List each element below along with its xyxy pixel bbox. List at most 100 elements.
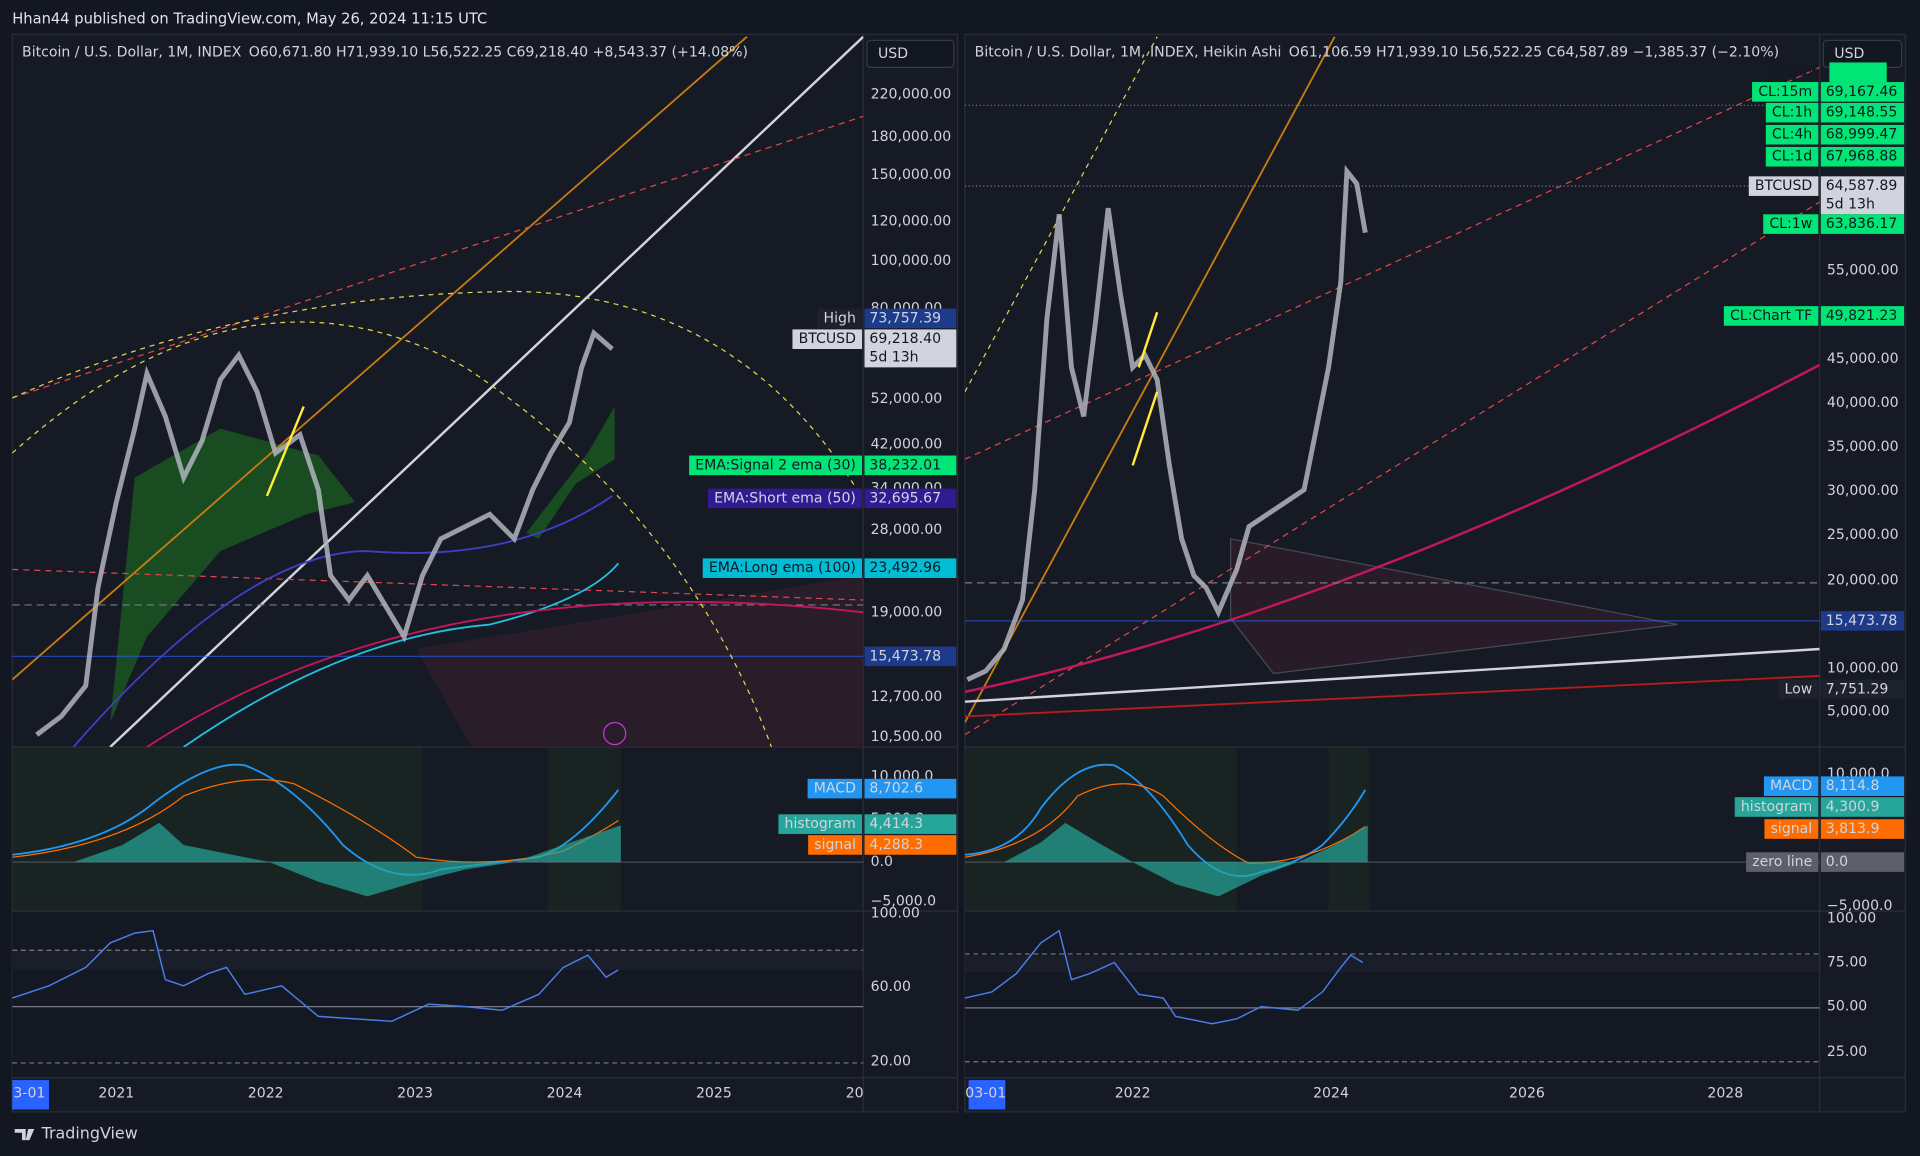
curve <box>964 363 1820 694</box>
cloud <box>110 428 356 723</box>
axis-label: 0.0 <box>871 854 893 870</box>
axis-label: 52,000.00 <box>871 391 943 407</box>
badge-value: 32,695.67 <box>869 490 941 506</box>
price-badge <box>1820 797 1905 817</box>
axis-label: 12,700.00 <box>871 689 943 705</box>
trend-line <box>12 568 864 601</box>
label-badge <box>1746 852 1819 872</box>
left-rsi-band <box>12 950 864 970</box>
time-label: 2022 <box>248 1086 284 1102</box>
icon <box>603 721 627 746</box>
label-badge <box>1763 214 1819 234</box>
trend-line <box>964 201 1820 736</box>
badge-value: 67,968.88 <box>1826 149 1898 165</box>
ohlc: O60,671.80 H71,939.10 L56,522.25 C69,218… <box>249 45 748 61</box>
price-badge <box>864 455 957 476</box>
marker <box>1131 391 1159 466</box>
price-badge <box>1820 102 1905 123</box>
badge-label: CL:3m <box>1767 64 1812 80</box>
badge-value: 64,587.89 <box>1826 178 1898 194</box>
badge-value: 38,232.01 <box>869 457 941 473</box>
badge-value: 0.0 <box>1826 854 1848 870</box>
time-label: 03-01 <box>965 1086 1006 1102</box>
price-badge <box>864 646 957 667</box>
currency: USD <box>1834 46 1864 62</box>
macd-line <box>964 763 1367 878</box>
axis-label: 35,000.00 <box>1827 439 1899 455</box>
label-badge <box>1734 797 1819 817</box>
price-badge <box>1820 611 1905 631</box>
badge-value: 23,492.96 <box>869 560 941 576</box>
ema <box>72 495 613 747</box>
badge-value: 8,114.8 <box>1826 778 1880 794</box>
price-candles <box>35 328 614 737</box>
badge-value: 73,757.39 <box>869 310 941 326</box>
chart-title: Bitcoin / U.S. Dollar, 1M, INDEX <box>22 45 242 61</box>
axis-label: 180,000.00 <box>871 129 952 145</box>
price-badge <box>1820 124 1905 145</box>
axis-label: 45,000.00 <box>1827 351 1899 367</box>
axis-label: 28,000.00 <box>871 522 943 538</box>
time-label: 2028 <box>1707 1086 1743 1102</box>
ohlc: O61,106.59 H71,939.10 L56,522.25 C64,587… <box>1289 45 1779 61</box>
price-badge <box>1820 679 1905 700</box>
price-badge <box>864 488 957 509</box>
label-badge <box>1765 146 1819 167</box>
axis-label: 10,500.00 <box>871 729 943 745</box>
right-drawings <box>964 36 1820 736</box>
price-badge <box>1820 146 1905 167</box>
label-badge <box>702 558 863 578</box>
price-badge <box>864 814 957 834</box>
axis-label: 10,000.00 <box>1827 661 1899 677</box>
badge-label: EMA:Short ema (50) <box>714 490 856 506</box>
time-label: 2021 <box>98 1086 134 1102</box>
label-badge <box>807 778 863 799</box>
axis-label: 40,000.00 <box>1827 395 1899 411</box>
badge-value: 7,751.29 <box>1826 681 1889 697</box>
price-badge <box>1820 214 1905 234</box>
badge-label: histogram <box>785 816 856 832</box>
time-label: 2024 <box>547 1086 583 1102</box>
footer-logo: TradingView <box>41 1123 138 1142</box>
left-rsi-pane <box>12 911 864 1078</box>
cloud <box>526 406 615 539</box>
badge-sub: 5d 13h <box>1826 197 1875 213</box>
axis-label: −5,000.0 <box>871 893 937 909</box>
chart-title: Bitcoin / U.S. Dollar, 1M, INDEX, Heikin… <box>975 45 1282 61</box>
trend-line <box>964 647 1820 703</box>
axis-label: 19,000.00 <box>871 604 943 620</box>
axis-label: −5,000.0 <box>1827 898 1893 914</box>
currency: USD <box>878 46 908 62</box>
axis-label: 150,000.00 <box>871 167 952 183</box>
axis-label: 5,000.00 <box>1827 703 1890 719</box>
badge-label: CL:1w <box>1769 216 1812 232</box>
badge-value: 15,473.78 <box>869 648 941 664</box>
axis-label: 75.00 <box>1827 955 1867 971</box>
header: Hhan44 published on TradingView.com, May… <box>12 11 487 28</box>
marker <box>1137 311 1159 368</box>
right-rsi-band <box>964 955 1820 973</box>
ema <box>146 601 864 747</box>
badge-value: 3,813.9 <box>1826 821 1880 837</box>
axis-label: 25,000.00 <box>1827 527 1899 543</box>
badge-label: signal <box>1771 821 1813 837</box>
badge-label: CL:15m <box>1758 84 1812 100</box>
label-badge <box>1778 679 1819 700</box>
marker <box>265 406 305 497</box>
axis-label: 100.00 <box>1827 910 1876 926</box>
badge-value: 49,821.23 <box>1826 308 1898 324</box>
rsi-line <box>964 929 1364 1025</box>
price-badge <box>864 308 957 329</box>
axis-label: 60.00 <box>871 979 911 995</box>
trend-line <box>109 35 864 747</box>
time-label: 3-01 <box>13 1086 45 1102</box>
signal-line <box>964 783 1366 864</box>
badge-value: 69,218.40 <box>869 331 941 347</box>
badge-label: histogram <box>1741 799 1812 815</box>
label-badge <box>1723 306 1819 326</box>
label-badge <box>808 835 863 855</box>
badge-label: CL:1h <box>1772 105 1812 121</box>
badge-label: CL:4h <box>1772 127 1812 143</box>
currency-box <box>866 39 955 68</box>
label-badge <box>792 329 863 350</box>
